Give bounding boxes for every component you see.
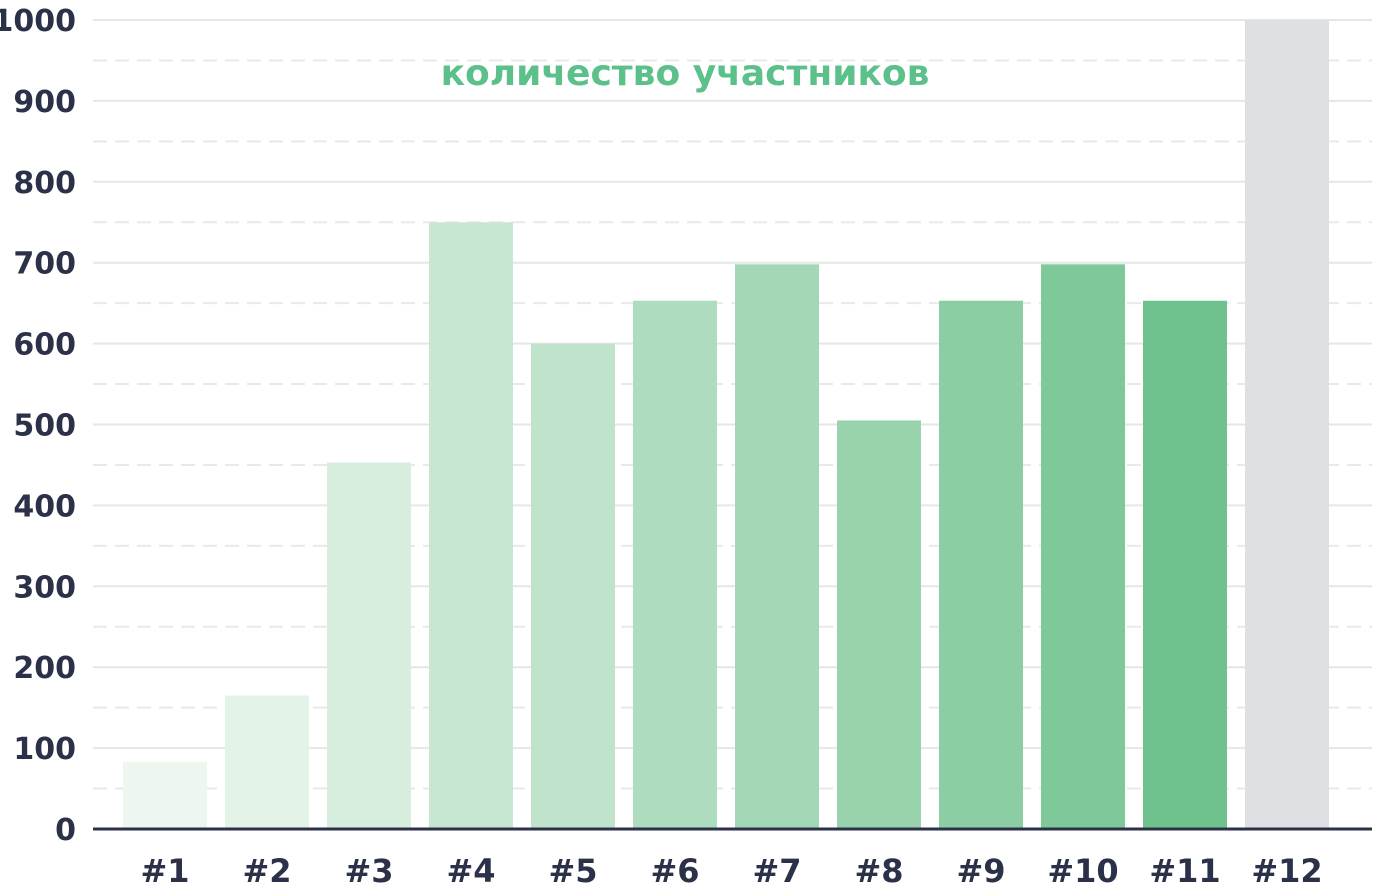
x-tick-label-12: #12 bbox=[1251, 852, 1322, 885]
x-axis-ticks: #1 #2 #3 #4 #5 #6 #7 #8 #9 #10 #11 #12 bbox=[140, 852, 1322, 885]
y-axis-ticks: 0 100 200 300 400 500 600 700 800 900 1000 bbox=[0, 4, 76, 848]
y-tick-label-300: 300 bbox=[13, 570, 76, 605]
y-tick-label-1000: 1000 bbox=[0, 4, 76, 39]
bar-8 bbox=[837, 420, 921, 829]
chart-title: количество участников bbox=[441, 53, 930, 94]
y-tick-label-900: 900 bbox=[13, 85, 76, 120]
bar-3 bbox=[327, 462, 411, 829]
bar-7 bbox=[735, 264, 819, 829]
bar-10 bbox=[1041, 264, 1125, 829]
bar-6 bbox=[633, 300, 717, 829]
x-tick-label-6: #6 bbox=[650, 852, 699, 885]
x-tick-label-9: #9 bbox=[956, 852, 1005, 885]
bar-1 bbox=[123, 761, 207, 829]
y-tick-label-400: 400 bbox=[13, 489, 76, 524]
x-tick-label-1: #1 bbox=[140, 852, 189, 885]
y-tick-label-100: 100 bbox=[13, 732, 76, 767]
x-tick-label-2: #2 bbox=[242, 852, 291, 885]
x-tick-label-10: #10 bbox=[1047, 852, 1118, 885]
bar-12 bbox=[1245, 20, 1329, 829]
x-tick-label-8: #8 bbox=[854, 852, 903, 885]
x-tick-label-4: #4 bbox=[446, 852, 495, 885]
bar-11 bbox=[1143, 300, 1227, 829]
bars bbox=[123, 20, 1329, 829]
y-tick-label-800: 800 bbox=[13, 166, 76, 201]
bar-4 bbox=[429, 222, 513, 829]
y-tick-label-700: 700 bbox=[13, 247, 76, 282]
bar-2 bbox=[225, 695, 309, 829]
y-tick-label-0: 0 bbox=[55, 813, 76, 848]
x-tick-label-3: #3 bbox=[344, 852, 393, 885]
y-tick-label-500: 500 bbox=[13, 409, 76, 444]
y-tick-label-600: 600 bbox=[13, 328, 76, 363]
x-tick-label-5: #5 bbox=[548, 852, 597, 885]
x-tick-label-11: #11 bbox=[1149, 852, 1220, 885]
y-tick-label-200: 200 bbox=[13, 651, 76, 686]
bar-9 bbox=[939, 300, 1023, 829]
x-tick-label-7: #7 bbox=[752, 852, 801, 885]
bar-5 bbox=[531, 343, 615, 829]
